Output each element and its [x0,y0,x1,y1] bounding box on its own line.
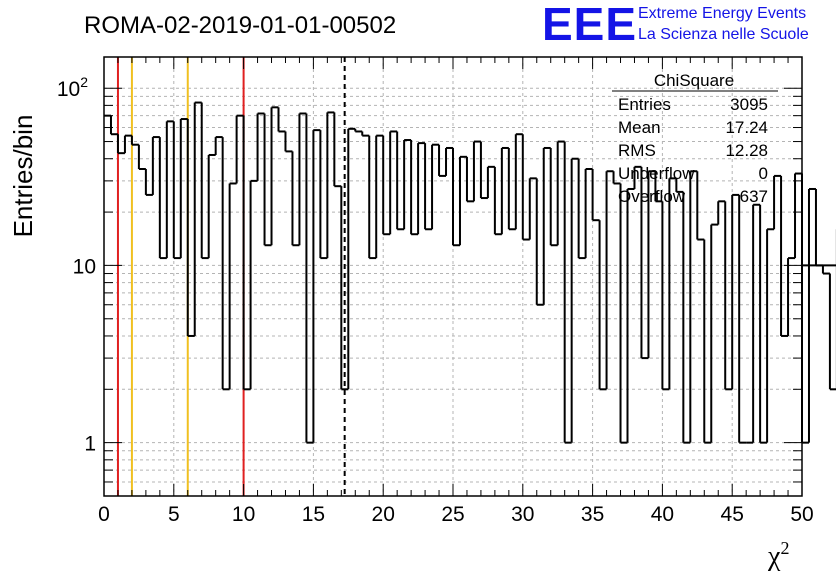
x-tick-label: 30 [511,503,534,526]
stats-label: Mean [618,118,661,137]
axis-ticks [103,57,803,497]
y-tick-labels: 1 10 102 [57,74,96,455]
chart-title: ROMA-02-2019-01-01-00502 [84,12,396,39]
stats-label: Overflow [618,187,686,206]
grid [103,57,803,497]
logo-line-1: Extreme Energy Events [638,5,806,22]
stats-label: Underflow [618,164,695,183]
x-axis-label: χ2 [767,538,789,572]
y-tick-label: 10 [73,255,96,278]
x-tick-label: 5 [168,503,180,526]
eee-logo: EEE Extreme Energy Events La Scienza nel… [542,0,809,50]
stats-value: 3095 [730,95,768,114]
x-tick-label: 0 [98,503,110,526]
x-tick-label: 40 [651,503,674,526]
logo-line-2: La Scienza nelle Scuole [638,26,809,43]
y-tick-label: 1 [84,433,96,456]
x-tick-label: 25 [441,503,464,526]
stats-box: ChiSquare Entries 3095 Mean 17.24 RMS 12… [612,71,778,206]
marker-lines [116,57,346,496]
y-tick-label: 102 [57,74,88,101]
x-tick-label: 10 [232,503,255,526]
x-tick-label: 45 [721,503,744,526]
x-tick-label: 50 [790,503,813,526]
x-tick-label: 15 [302,503,325,526]
stats-value: 17.24 [725,118,768,137]
stats-label: RMS [618,141,656,160]
stats-value: 637 [740,187,768,206]
histogram [104,101,836,444]
stats-label: Entries [618,95,671,114]
logo-mark: EEE [542,0,637,50]
stats-value: 0 [759,164,768,183]
y-axis-label: Entries/bin [8,115,38,238]
stats-title: ChiSquare [654,71,734,90]
stats-value: 12.28 [725,141,768,160]
x-tick-label: 35 [581,503,604,526]
x-tick-label: 20 [372,503,395,526]
x-tick-labels: 0 5 10 15 20 25 30 35 40 45 50 [98,503,814,526]
